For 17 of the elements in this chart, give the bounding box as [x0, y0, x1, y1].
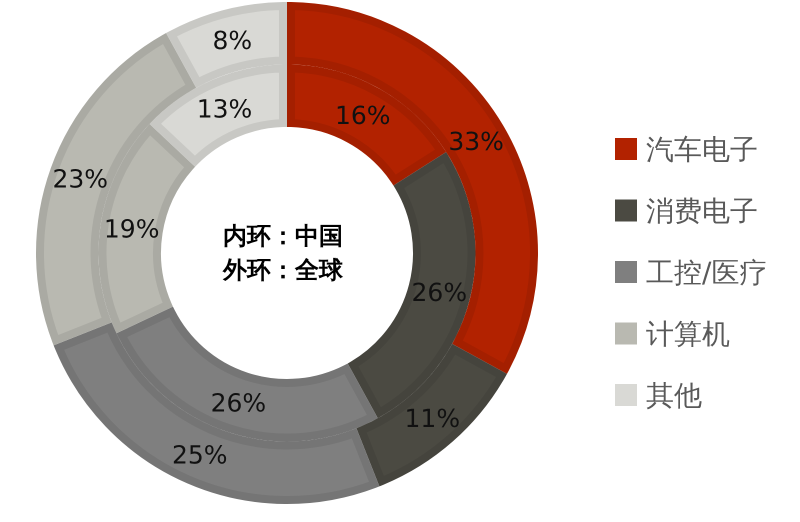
data-label: 8%	[212, 26, 252, 55]
legend-label: 其他	[646, 378, 702, 412]
legend-label: 汽车电子	[646, 132, 758, 166]
data-label: 26%	[210, 388, 266, 418]
data-label: 13%	[196, 94, 252, 124]
data-label: 19%	[104, 214, 160, 243]
legend-label: 消费电子	[646, 194, 758, 227]
data-label: 25%	[172, 440, 228, 470]
data-label: 26%	[412, 278, 468, 307]
legend-label: 工控/医疗	[646, 256, 768, 288]
data-label: 23%	[52, 164, 108, 194]
text: 外环：全球	[222, 256, 344, 284]
data-label: 11%	[404, 403, 460, 432]
data-label: 16%	[334, 100, 391, 130]
text: 内环：中国	[223, 222, 343, 250]
data-label: 33%	[448, 126, 504, 156]
legend-label: 计算机	[646, 317, 730, 350]
